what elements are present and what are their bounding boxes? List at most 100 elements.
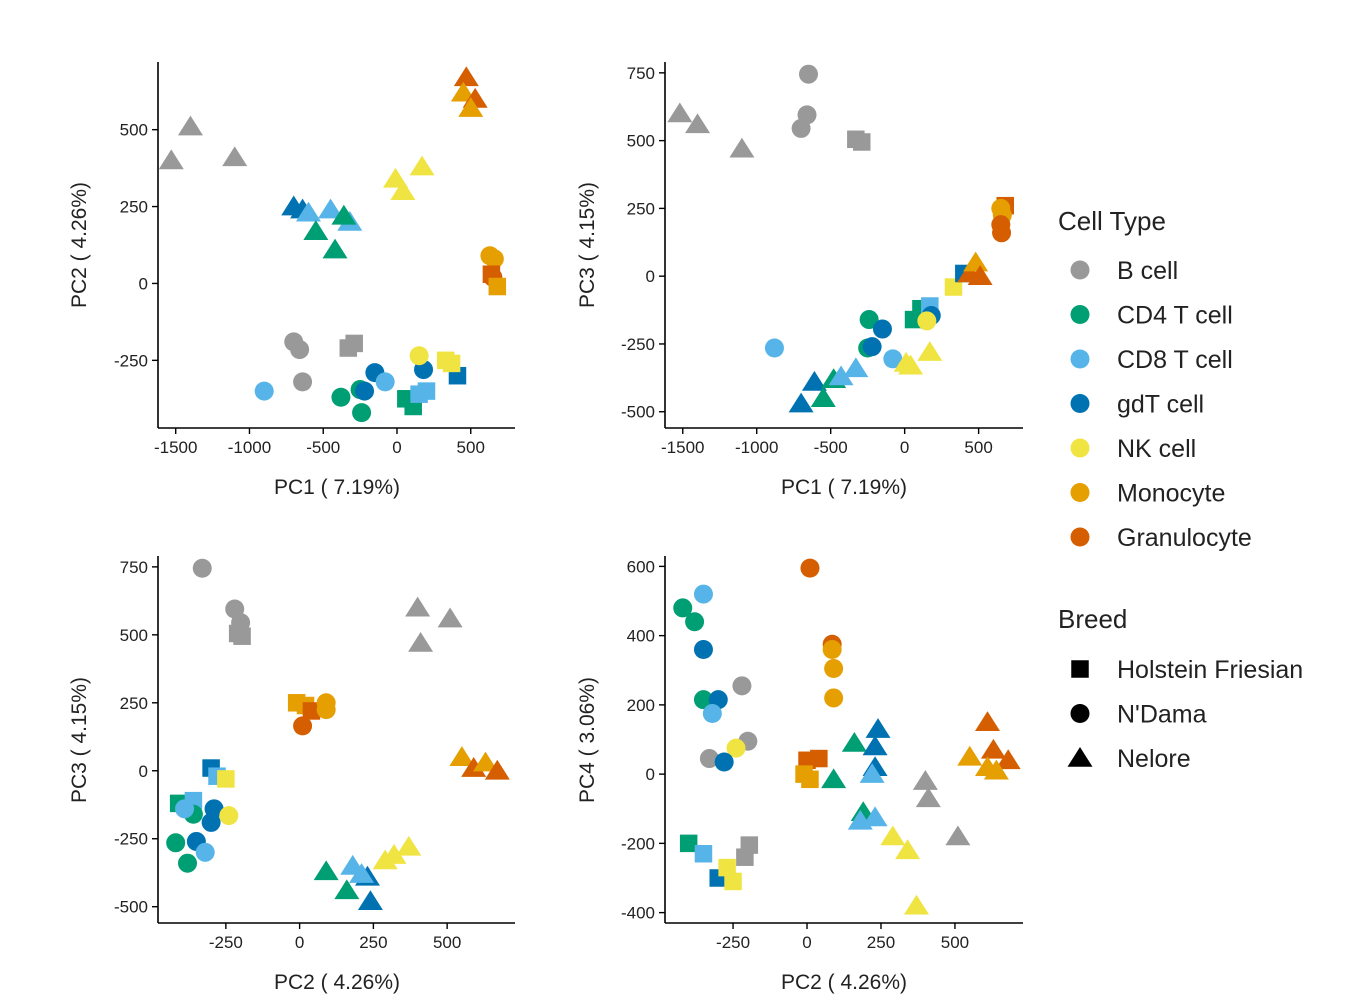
point-gdt-cell-nelore <box>788 392 814 413</box>
point-b-cell-n-dama <box>791 118 811 138</box>
x-tick-label: 500 <box>941 933 969 952</box>
point-granulocyte-holstein-friesian <box>302 702 321 720</box>
point-b-cell-n-dama <box>290 340 310 360</box>
legend-swatch-cd4-t-cell <box>1070 305 1090 324</box>
point-b-cell-nelore <box>945 825 971 846</box>
legend-shape-n-dama <box>1070 704 1090 723</box>
y-axis-title: PC4 ( 3.06%) <box>576 677 599 803</box>
x-axis-title: PC2 ( 4.26%) <box>274 971 400 994</box>
legend-label-cd4-t-cell: CD4 T cell <box>1117 302 1233 330</box>
legend-label-n-dama: N'Dama <box>1117 701 1207 729</box>
point-b-cell-n-dama <box>293 372 313 392</box>
point-cd4-t-cell-n-dama <box>859 310 879 330</box>
legend-shape-holstein-friesian <box>1071 660 1089 678</box>
y-tick-label: 0 <box>139 274 148 293</box>
point-cd8-t-cell-n-dama <box>254 381 274 401</box>
panel-pc1-pc2: PC1 ( 7.19%) PC2 ( 4.26%) -1500 -1000 -500… <box>68 62 515 499</box>
legend-cell-type-items: B cell CD4 T cell CD8 T cell gdT cell NK cel… <box>1070 257 1252 552</box>
point-nk-cell-holstein-friesian <box>724 872 742 891</box>
point-b-cell-nelore <box>177 115 203 136</box>
legend-swatch-nk-cell <box>1070 438 1090 458</box>
point-cd8-t-cell-n-dama <box>175 799 195 819</box>
point-cd8-t-cell-n-dama <box>883 349 903 369</box>
point-gdt-cell-n-dama <box>872 319 892 339</box>
x-tick-label: 500 <box>433 933 461 952</box>
point-nk-cell-n-dama <box>917 311 937 331</box>
y-tick-label: -500 <box>114 898 148 917</box>
legend-breed-items: Holstein Friesian N'Dama Nelore <box>1067 656 1303 773</box>
points <box>166 558 510 911</box>
point-monocyte-nelore <box>472 751 498 772</box>
point-monocyte-nelore <box>458 97 484 117</box>
point-b-cell-holstein-friesian <box>853 133 871 151</box>
point-cd4-t-cell-n-dama <box>673 598 693 618</box>
ticks: -1500 -1000 -500 0 500 -250 0 250 500 <box>114 121 485 457</box>
x-axis-title: PC1 ( 7.19%) <box>781 476 907 499</box>
y-tick-label: -250 <box>114 830 148 849</box>
y-axis-title: PC3 ( 4.15%) <box>68 677 91 803</box>
point-nk-cell-n-dama <box>219 806 239 826</box>
point-gdt-cell-n-dama <box>201 812 221 832</box>
point-granulocyte-nelore <box>453 66 479 87</box>
point-cd4-t-cell-nelore <box>841 731 867 752</box>
point-cd8-t-cell-n-dama <box>702 704 722 724</box>
x-tick-label: 250 <box>867 933 895 952</box>
point-monocyte-nelore <box>450 81 476 102</box>
legend-swatch-gdt-cell <box>1070 394 1090 413</box>
point-b-cell-nelore <box>405 596 431 617</box>
x-tick-label: 0 <box>802 933 811 952</box>
x-tick-label: 0 <box>392 438 401 457</box>
point-cd4-t-cell-n-dama <box>331 387 351 407</box>
point-nk-cell-holstein-friesian <box>217 770 235 788</box>
point-cd4-t-cell-n-dama <box>166 833 186 853</box>
point-cd4-t-cell-n-dama <box>693 690 713 710</box>
legend-label-monocyte: Monocyte <box>1117 480 1225 508</box>
point-b-cell-nelore <box>912 770 938 790</box>
point-gdt-cell-nelore <box>801 370 827 391</box>
point-monocyte-holstein-friesian <box>488 277 507 296</box>
legend-title-breed: Breed <box>1058 604 1127 634</box>
y-tick-label: 200 <box>627 696 655 715</box>
point-monocyte-nelore <box>957 745 983 766</box>
y-tick-label: 250 <box>120 694 148 713</box>
legend-swatch-cd8-t-cell <box>1070 349 1090 369</box>
point-nk-cell-nelore <box>409 155 435 176</box>
x-tick-label: 250 <box>359 933 387 952</box>
point-gdt-cell-nelore <box>865 718 891 738</box>
point-granulocyte-n-dama <box>992 223 1012 243</box>
point-gdt-cell-n-dama <box>714 752 734 772</box>
point-cd4-t-cell-n-dama <box>352 403 372 423</box>
ticks: -1500 -1000 -500 0 500 -500 -250 0 250 500 750 <box>621 64 993 457</box>
x-tick-label: -1500 <box>661 438 704 457</box>
point-granulocyte-nelore <box>461 757 487 777</box>
x-tick-label: 500 <box>964 438 992 457</box>
point-gdt-cell-n-dama <box>862 337 882 357</box>
point-granulocyte-nelore <box>967 265 993 285</box>
point-b-cell-holstein-friesian <box>740 836 759 854</box>
point-b-cell-n-dama <box>732 676 752 696</box>
point-cd4-t-cell-nelore <box>322 238 348 259</box>
point-b-cell-holstein-friesian <box>345 334 363 353</box>
point-granulocyte-n-dama <box>800 558 820 578</box>
y-tick-label: 250 <box>120 198 148 217</box>
x-tick-label: -1500 <box>154 438 197 457</box>
y-tick-label: 0 <box>646 267 655 286</box>
legend-label-gdt-cell: gdT cell <box>1117 391 1204 419</box>
x-tick-label: -500 <box>814 438 848 457</box>
y-tick-label: -250 <box>621 335 655 354</box>
point-cd8-t-cell-nelore <box>295 201 321 222</box>
x-tick-label: 0 <box>295 933 304 952</box>
x-axis-title: PC1 ( 7.19%) <box>274 476 400 499</box>
point-cd8-t-cell-nelore <box>828 365 854 386</box>
point-b-cell-nelore <box>222 146 248 167</box>
point-nk-cell-holstein-friesian <box>944 278 963 296</box>
y-tick-label: 500 <box>627 132 655 151</box>
x-tick-label: -500 <box>306 438 340 457</box>
ticks: -250 0 250 500 -500 -250 0 250 500 750 <box>114 558 461 952</box>
point-b-cell-n-dama <box>192 558 212 578</box>
legend: Cell Type B cell CD4 T cell CD8 T cell gdT … <box>1058 206 1303 773</box>
point-nk-cell-nelore <box>880 825 906 846</box>
point-nk-cell-nelore <box>898 354 924 375</box>
x-tick-label: 500 <box>457 438 485 457</box>
point-cd8-t-cell-nelore <box>862 806 888 827</box>
